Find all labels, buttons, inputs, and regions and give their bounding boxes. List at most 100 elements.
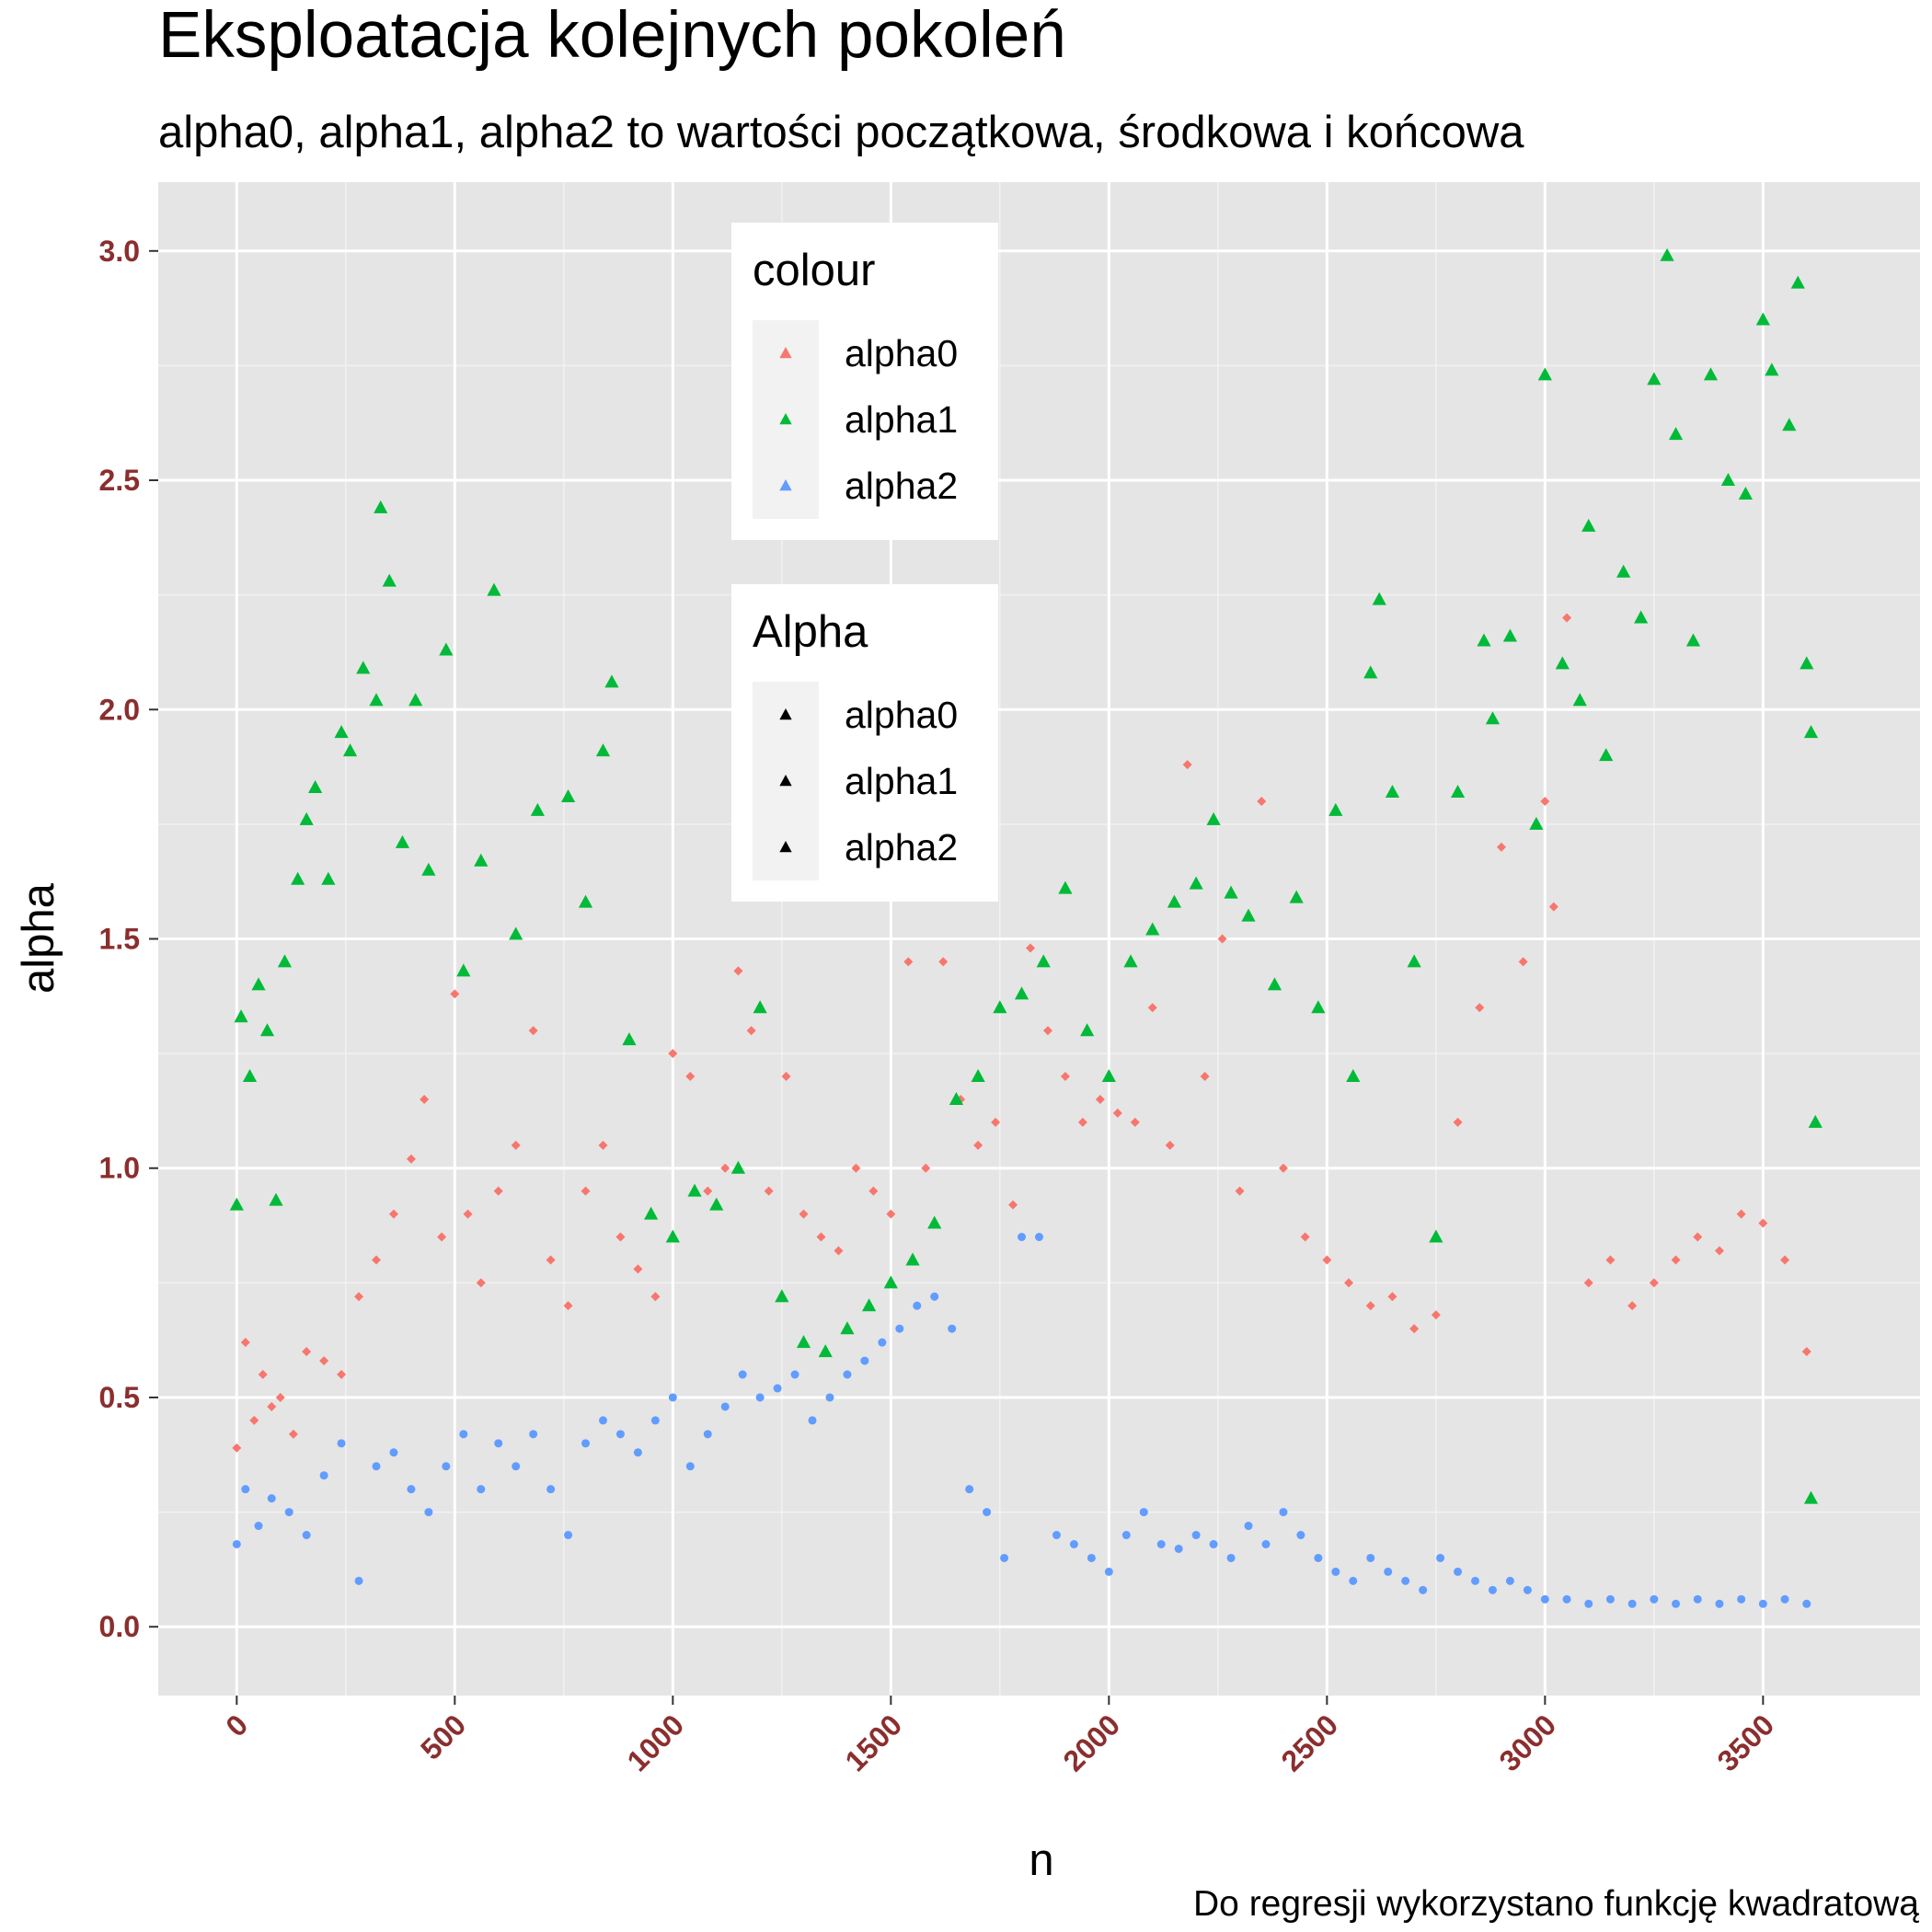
point-alpha1: [1429, 1229, 1443, 1243]
point-alpha1: [408, 693, 423, 707]
point-alpha1: [1123, 954, 1138, 968]
point-alpha2: [1296, 1531, 1305, 1540]
point-alpha2: [1279, 1508, 1288, 1517]
point-alpha0: [388, 1209, 398, 1219]
point-alpha1: [949, 1091, 964, 1105]
point-alpha1: [862, 1298, 877, 1312]
point-alpha2: [1488, 1585, 1497, 1594]
point-alpha0: [816, 1232, 826, 1242]
point-alpha1: [687, 1183, 702, 1197]
point-alpha1: [1502, 628, 1518, 642]
point-alpha0: [232, 1443, 242, 1453]
point-alpha2: [512, 1462, 521, 1471]
point-alpha1: [1224, 885, 1238, 899]
point-alpha2: [1139, 1508, 1148, 1517]
point-alpha0: [834, 1246, 844, 1256]
point-alpha2: [477, 1485, 486, 1494]
point-alpha2: [267, 1494, 276, 1503]
point-alpha0: [886, 1209, 896, 1219]
point-alpha2: [1436, 1553, 1445, 1562]
x-tick-label: 3000: [1493, 1708, 1563, 1777]
point-alpha0: [463, 1209, 473, 1219]
point-alpha0: [476, 1278, 486, 1288]
point-alpha0: [799, 1209, 809, 1219]
point-alpha0: [1130, 1117, 1140, 1127]
point-alpha2: [668, 1393, 677, 1402]
point-alpha0: [1322, 1255, 1332, 1265]
legend-label-alpha1: alpha1: [845, 398, 958, 441]
point-alpha1: [1014, 986, 1029, 1000]
point-alpha1: [1537, 367, 1552, 381]
point-alpha0: [493, 1186, 503, 1196]
point-alpha2: [1209, 1540, 1218, 1548]
point-alpha1: [1803, 1490, 1819, 1504]
point-alpha2: [948, 1324, 957, 1333]
point-alpha0: [1300, 1232, 1310, 1242]
point-alpha2: [1226, 1553, 1236, 1562]
point-alpha1: [299, 811, 314, 825]
legend-key-alpha1: [779, 413, 792, 425]
point-alpha1: [1782, 418, 1797, 431]
point-alpha2: [1087, 1553, 1096, 1562]
point-alpha1: [1407, 954, 1421, 968]
point-alpha0: [275, 1392, 285, 1402]
point-alpha2: [1349, 1576, 1358, 1585]
point-alpha2: [354, 1576, 363, 1585]
point-alpha0: [450, 989, 460, 999]
point-alpha1: [1668, 427, 1684, 441]
point-alpha1: [1450, 784, 1466, 798]
point-alpha1: [1790, 275, 1805, 289]
point-alpha0: [302, 1347, 312, 1357]
point-alpha0: [973, 1140, 983, 1150]
point-alpha1: [1189, 876, 1203, 890]
point-alpha1: [1311, 1000, 1326, 1014]
point-alpha2: [633, 1448, 642, 1457]
point-alpha1: [259, 1023, 275, 1037]
y-tick-label: 3.0: [99, 235, 140, 268]
point-alpha2: [1018, 1233, 1027, 1242]
chart-subtitle: alpha0, alpha1, alpha2 to wartości począ…: [158, 108, 1524, 157]
x-tick-label: 0: [219, 1708, 254, 1742]
point-alpha2: [860, 1356, 869, 1365]
point-alpha1: [234, 1009, 248, 1023]
point-alpha1: [1385, 784, 1400, 798]
point-alpha1: [927, 1215, 942, 1229]
point-alpha1: [665, 1229, 680, 1243]
point-alpha1: [1372, 592, 1386, 605]
point-alpha1: [356, 661, 371, 674]
point-alpha1: [1803, 725, 1819, 739]
point-alpha1: [1241, 908, 1256, 922]
legend-key-alpha0: [779, 708, 792, 720]
point-alpha2: [685, 1462, 695, 1471]
point-alpha2: [1584, 1599, 1593, 1608]
point-alpha2: [1540, 1594, 1549, 1604]
point-alpha1: [622, 1032, 637, 1046]
point-alpha1: [1289, 890, 1304, 903]
point-alpha1: [753, 1000, 767, 1014]
point-alpha2: [1471, 1576, 1480, 1585]
point-alpha2: [878, 1338, 887, 1347]
y-tick-label: 0.5: [99, 1381, 140, 1414]
point-alpha1: [1616, 564, 1631, 578]
point-alpha2: [1384, 1567, 1393, 1576]
point-alpha2: [581, 1439, 591, 1448]
point-alpha1: [1555, 656, 1570, 670]
point-alpha1: [334, 725, 349, 739]
point-alpha1: [1765, 362, 1779, 376]
point-alpha0: [1583, 1278, 1593, 1288]
point-alpha1: [1328, 802, 1343, 816]
point-alpha1: [604, 674, 619, 688]
point-alpha0: [781, 1072, 791, 1082]
point-alpha0: [720, 1163, 730, 1173]
point-alpha0: [733, 966, 743, 976]
point-alpha2: [965, 1485, 974, 1494]
x-axis-ticks: 0 500 1000 1500 2000 2500 3000 3500: [219, 1696, 1780, 1777]
point-alpha1: [1581, 518, 1596, 532]
point-alpha0: [1165, 1140, 1175, 1150]
point-alpha2: [529, 1430, 538, 1439]
point-alpha1: [578, 894, 593, 908]
x-tick-label: 1000: [620, 1708, 690, 1777]
point-alpha0: [851, 1163, 861, 1173]
y-axis-ticks: 0.0 0.5 1.0 1.5 2.0 2.5 3.0: [99, 235, 158, 1643]
